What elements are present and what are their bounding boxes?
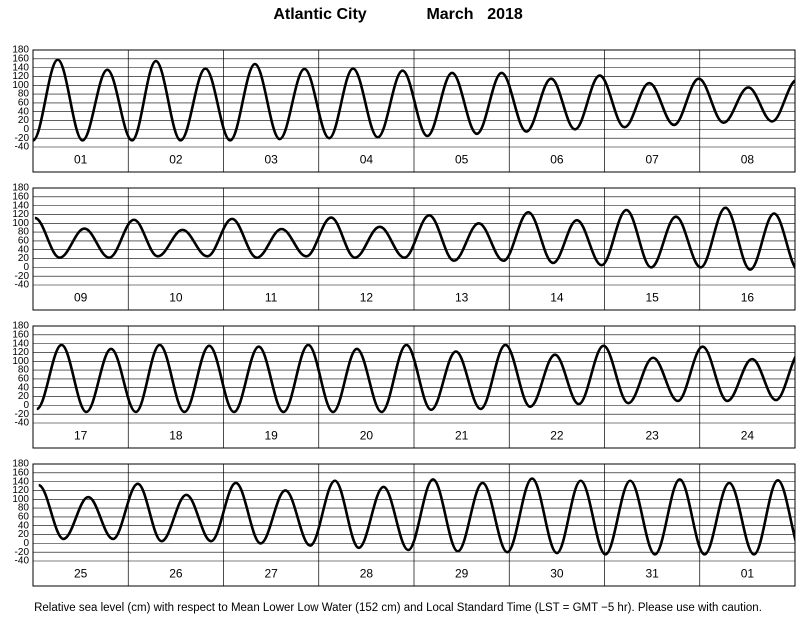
day-label: 05	[455, 153, 469, 167]
day-label: 01	[741, 567, 755, 581]
y-tick-label: 40	[18, 382, 30, 393]
day-label: 25	[74, 567, 88, 581]
y-tick-label: 60	[18, 236, 30, 247]
day-label: 09	[74, 291, 88, 305]
panel-frame	[32, 187, 796, 311]
y-tick-label: 60	[18, 512, 30, 523]
y-tick-label: 160	[12, 191, 29, 202]
day-label: 01	[74, 153, 88, 167]
tide-line	[36, 343, 795, 414]
y-tick-label: 180	[12, 183, 29, 194]
panel-frame	[32, 325, 796, 449]
y-tick-label: 140	[12, 200, 29, 211]
y-tick-label: 60	[18, 98, 30, 109]
day-label: 07	[645, 153, 659, 167]
day-label: 10	[169, 291, 183, 305]
panel-frame	[32, 49, 796, 173]
day-label: 13	[455, 291, 469, 305]
day-label: 27	[264, 567, 278, 581]
y-tick-label: 80	[18, 227, 30, 238]
tide-line	[34, 206, 795, 271]
y-tick-label: -20	[15, 547, 30, 558]
y-tick-label: 120	[12, 485, 29, 496]
y-tick-label: 100	[12, 356, 29, 367]
year-title: 2018	[487, 6, 523, 23]
day-label: 19	[264, 429, 278, 443]
y-tick-label: 20	[18, 253, 30, 264]
caption: Relative sea level (cm) with respect to …	[34, 602, 762, 614]
y-tick-label: 80	[18, 89, 30, 100]
station-title: Atlantic City	[273, 6, 366, 23]
day-label: 02	[169, 153, 183, 167]
day-label: 14	[550, 291, 564, 305]
day-label: 30	[550, 567, 564, 581]
day-label: 23	[645, 429, 659, 443]
day-label: 16	[741, 291, 755, 305]
day-label: 15	[645, 291, 659, 305]
tide-line	[33, 58, 795, 142]
day-label: 29	[455, 567, 469, 581]
y-tick-label: -40	[15, 280, 30, 291]
y-tick-label: -40	[15, 418, 30, 429]
y-tick-label: 120	[12, 347, 29, 358]
y-tick-label: 180	[12, 45, 29, 56]
y-tick-label: 40	[18, 106, 30, 117]
y-tick-label: 140	[12, 338, 29, 349]
y-tick-label: 140	[12, 476, 29, 487]
day-label: 20	[360, 429, 374, 443]
y-tick-label: 160	[12, 329, 29, 340]
day-label: 18	[169, 429, 183, 443]
y-tick-label: 100	[12, 218, 29, 229]
y-tick-label: 120	[12, 209, 29, 220]
y-tick-label: 60	[18, 374, 30, 385]
y-tick-label: 0	[23, 400, 29, 411]
day-label: 06	[550, 153, 564, 167]
day-label: 31	[645, 567, 659, 581]
y-tick-label: 100	[12, 494, 29, 505]
y-tick-label: 160	[12, 467, 29, 478]
tide-line	[38, 477, 795, 556]
day-label: 17	[74, 429, 88, 443]
day-label: 28	[360, 567, 374, 581]
day-label: 11	[265, 291, 278, 305]
day-label: 04	[360, 153, 374, 167]
day-label: 24	[741, 429, 755, 443]
y-tick-label: 20	[18, 529, 30, 540]
day-label: 26	[169, 567, 183, 581]
y-tick-label: 80	[18, 365, 30, 376]
y-tick-label: 180	[12, 321, 29, 332]
month-title: March	[426, 6, 473, 23]
panel-frame	[32, 463, 796, 587]
y-tick-label: 180	[12, 459, 29, 470]
y-tick-label: -20	[15, 409, 30, 420]
day-label: 22	[550, 429, 564, 443]
y-tick-label: 80	[18, 503, 30, 514]
y-tick-label: 20	[18, 115, 30, 126]
y-tick-label: 140	[12, 62, 29, 73]
y-tick-label: -40	[15, 142, 30, 153]
y-tick-label: -20	[15, 133, 30, 144]
y-tick-label: 40	[18, 520, 30, 531]
y-tick-label: 0	[23, 124, 29, 135]
y-tick-label: 120	[12, 71, 29, 82]
y-tick-label: 40	[18, 244, 30, 255]
y-tick-label: 20	[18, 391, 30, 402]
y-tick-label: 100	[12, 80, 29, 91]
day-label: 12	[360, 291, 374, 305]
y-tick-label: 0	[23, 262, 29, 273]
day-label: 03	[264, 153, 278, 167]
y-tick-label: 160	[12, 53, 29, 64]
y-tick-label: -20	[15, 271, 30, 282]
day-label: 08	[741, 153, 755, 167]
y-tick-label: 0	[23, 538, 29, 549]
y-tick-label: -40	[15, 556, 30, 567]
day-label: 21	[455, 429, 469, 443]
